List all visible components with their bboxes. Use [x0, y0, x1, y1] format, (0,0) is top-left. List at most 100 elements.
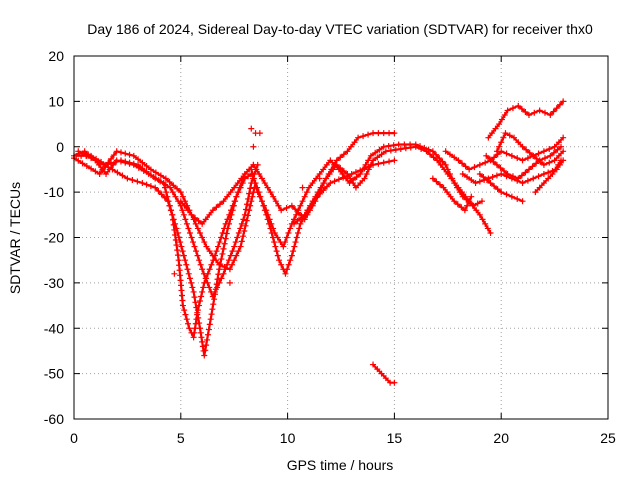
data-point: [378, 151, 385, 158]
data-point: [288, 252, 295, 259]
data-point: [177, 198, 184, 205]
series-track-13: [485, 98, 567, 141]
data-point: [444, 170, 451, 177]
series-line: [487, 100, 565, 139]
data-point: [254, 189, 261, 196]
data-point: [541, 109, 548, 116]
data-point: [163, 189, 170, 196]
series-track-9: [442, 148, 567, 173]
data-point: [455, 184, 462, 191]
data-point: [191, 329, 198, 336]
data-point: [246, 190, 253, 197]
data-point: [491, 183, 498, 190]
data-point: [192, 299, 199, 306]
data-point: [231, 243, 238, 250]
y-axis-label: SDTVAR / TECUs: [7, 182, 23, 294]
data-point: [459, 160, 466, 167]
data-point: [147, 166, 154, 173]
data-point: [285, 261, 292, 268]
data-point: [231, 257, 238, 264]
data-point: [152, 184, 159, 191]
data-point: [179, 193, 186, 200]
data-point: [536, 107, 543, 114]
data-point: [351, 139, 358, 146]
data-point: [227, 252, 234, 259]
data-point: [155, 187, 162, 194]
data-point: [199, 234, 206, 241]
data-point: [459, 189, 466, 196]
y-tick-label: 20: [48, 48, 64, 64]
data-point: [466, 166, 473, 173]
data-point: [522, 108, 529, 115]
data-point: [245, 195, 252, 202]
data-point: [376, 146, 383, 153]
data-point: [234, 180, 241, 187]
data-point: [367, 161, 374, 168]
data-point: [247, 202, 254, 209]
data-point: [201, 352, 208, 359]
data-point: [455, 157, 462, 164]
data-point: [75, 148, 82, 155]
grid: [74, 56, 608, 419]
data-point: [506, 132, 513, 139]
data-point: [525, 166, 532, 173]
data-point: [546, 159, 553, 166]
data-point: [234, 234, 241, 241]
data-point: [423, 148, 430, 155]
data-point: [519, 157, 526, 164]
data-point: [197, 261, 204, 268]
data-point: [135, 161, 142, 168]
data-point: [162, 181, 169, 188]
data-point: [179, 302, 186, 309]
data-point: [515, 139, 522, 146]
data-point: [429, 175, 436, 182]
data-point: [147, 183, 154, 190]
data-point: [256, 193, 263, 200]
data-point: [243, 217, 250, 224]
data-point: [216, 201, 223, 208]
data-point: [162, 175, 169, 182]
data-point: [407, 144, 414, 151]
data-point: [558, 143, 565, 150]
data-point: [352, 184, 359, 191]
data-point: [167, 207, 174, 214]
data-point: [196, 320, 203, 327]
data-point: [222, 235, 229, 242]
data-point: [250, 175, 257, 182]
data-point: [454, 201, 461, 208]
data-point: [183, 261, 190, 268]
data-point: [386, 158, 393, 165]
data-point: [498, 139, 505, 146]
data-point: [192, 320, 199, 327]
data-point: [442, 148, 449, 155]
data-point: [184, 266, 191, 273]
data-point: [312, 193, 319, 200]
data-point: [504, 107, 511, 114]
data-point: [218, 275, 225, 282]
data-point: [489, 174, 496, 180]
data-point: [178, 292, 185, 299]
data-point: [482, 220, 489, 227]
data-point: [333, 161, 340, 168]
data-point: [256, 170, 263, 177]
data-point: [316, 175, 323, 182]
data-point: [483, 177, 490, 184]
data-point: [476, 161, 483, 168]
data-point: [387, 147, 394, 154]
data-point: [496, 143, 503, 150]
data-point: [171, 270, 178, 277]
data-point: [232, 239, 239, 246]
data-point: [180, 252, 187, 259]
data-point: [189, 284, 196, 291]
data-point: [370, 361, 377, 368]
data-point: [323, 183, 330, 190]
data-point: [134, 178, 141, 185]
data-point: [535, 150, 542, 157]
data-point: [337, 154, 344, 161]
data-point: [208, 311, 215, 318]
data-point: [122, 150, 129, 157]
data-point: [177, 239, 184, 246]
data-point: [270, 193, 277, 200]
data-point: [468, 177, 475, 184]
data-point: [238, 238, 245, 245]
